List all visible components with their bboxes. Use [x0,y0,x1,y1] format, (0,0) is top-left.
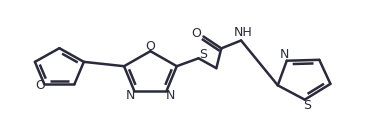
Text: N: N [280,48,290,61]
Text: O: O [192,27,202,40]
Text: O: O [35,80,45,92]
Text: NH: NH [234,26,252,39]
Text: S: S [303,99,311,112]
Text: N: N [125,89,135,102]
Text: S: S [199,48,207,61]
Text: O: O [146,40,155,53]
Text: N: N [166,89,175,102]
